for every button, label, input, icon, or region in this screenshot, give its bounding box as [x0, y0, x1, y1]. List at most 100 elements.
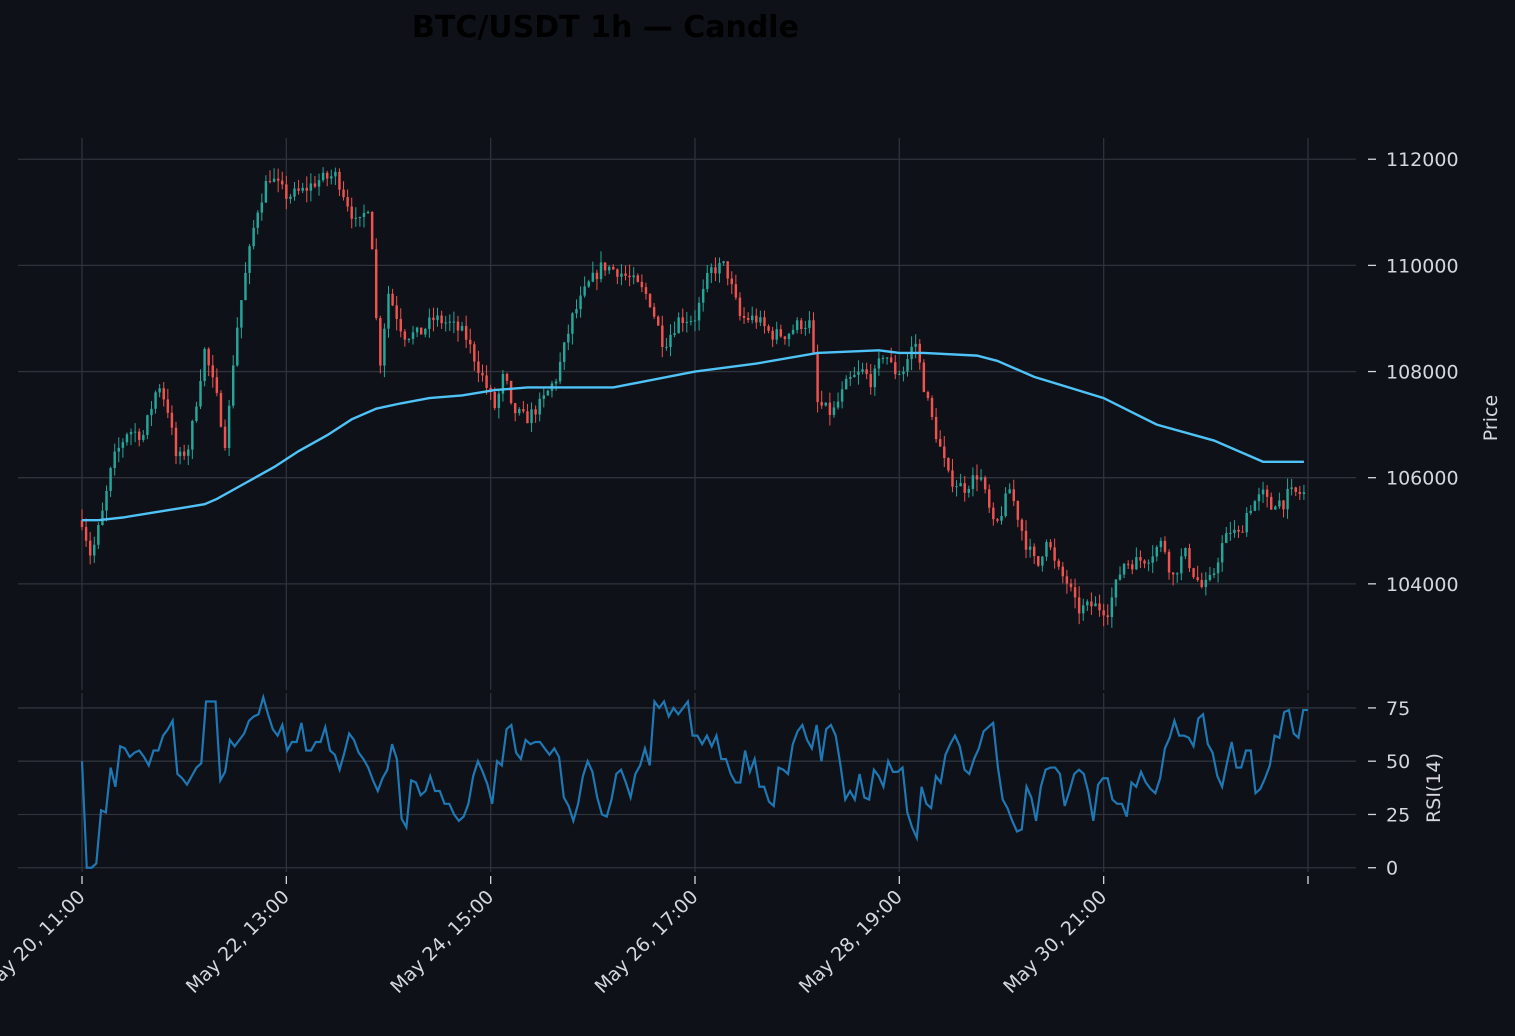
candle-body	[726, 261, 729, 279]
candle-body	[1110, 597, 1114, 618]
candle-body	[166, 399, 170, 413]
candle-body	[583, 286, 586, 296]
candle-body	[1249, 510, 1253, 513]
candle-body	[121, 442, 125, 448]
candle-body	[836, 401, 840, 408]
candle-body	[518, 409, 521, 414]
candle-body	[951, 470, 954, 487]
candle-body	[624, 273, 627, 276]
candle-body	[1212, 573, 1216, 575]
candle-body	[313, 183, 317, 187]
candle-body	[1257, 494, 1261, 502]
candle-body	[775, 329, 778, 340]
candle-body	[1094, 603, 1097, 607]
candle-body	[697, 302, 701, 321]
candle-body	[285, 184, 288, 199]
candle-body	[677, 317, 680, 334]
candle-body	[1045, 542, 1048, 557]
candle-body	[1196, 577, 1199, 581]
candle-body	[906, 359, 909, 372]
candle-body	[1294, 487, 1297, 492]
candle-body	[146, 415, 149, 435]
candle-body	[1086, 601, 1089, 606]
candle-body	[1069, 583, 1073, 588]
candle-body	[1139, 557, 1142, 561]
candle-body	[509, 380, 513, 404]
candle-body	[669, 334, 672, 347]
candle-body	[129, 431, 133, 435]
candle-body	[783, 336, 787, 340]
candle-body	[195, 406, 198, 421]
candle-body	[542, 395, 546, 399]
price-grid	[18, 138, 1356, 690]
candle-body	[1041, 556, 1044, 566]
candle-body	[105, 490, 108, 511]
candle-body	[849, 377, 852, 379]
candle-body	[652, 307, 656, 317]
x-tick-label: May 26, 17:00	[591, 886, 703, 998]
candle-body	[779, 329, 783, 337]
candle-body	[824, 402, 827, 406]
candle-body	[567, 333, 570, 343]
candle-body	[1024, 530, 1028, 550]
candle-body	[428, 317, 431, 329]
candle-body	[305, 187, 308, 191]
candle-body	[714, 267, 717, 274]
candle-body	[370, 211, 374, 250]
candle-body	[750, 315, 754, 321]
candle-body	[693, 320, 697, 322]
candle-body	[362, 213, 366, 217]
candle-body	[424, 328, 427, 335]
sma-line	[82, 349, 1304, 522]
candle-body	[366, 211, 370, 214]
candle-body	[207, 348, 210, 366]
candle-body	[1298, 491, 1302, 494]
rsi-tick-label: 0	[1386, 858, 1398, 880]
candle-body	[902, 371, 905, 375]
candle-body	[873, 368, 877, 388]
candle-body	[988, 489, 991, 508]
candle-body	[244, 272, 247, 301]
candle-body	[444, 322, 447, 324]
candle-body	[1151, 556, 1154, 563]
candle-body	[1106, 615, 1109, 618]
candle-body	[1118, 574, 1122, 580]
candle-body	[1102, 610, 1105, 616]
candle-body	[640, 281, 644, 288]
candle-body	[795, 320, 799, 330]
candle-body	[587, 281, 590, 287]
candle-body	[223, 426, 227, 449]
candle-body	[661, 325, 664, 348]
candle-body	[1286, 488, 1289, 510]
candle-body	[289, 196, 292, 199]
candle-body	[804, 327, 807, 329]
candle-body	[264, 181, 268, 203]
candle-body	[1241, 531, 1244, 533]
candle-body	[460, 325, 464, 331]
candle-body	[1090, 601, 1093, 607]
candle-body	[865, 369, 868, 375]
candle-body	[1061, 566, 1065, 577]
candle-body	[1077, 597, 1081, 614]
candle-body	[1220, 543, 1224, 563]
candle-body	[383, 328, 386, 366]
rsi-tick-label: 25	[1386, 804, 1410, 826]
candle-body	[746, 317, 750, 321]
candle-body	[137, 431, 141, 440]
candle-body	[236, 327, 239, 366]
candle-body	[522, 409, 525, 412]
candle-body	[1302, 492, 1306, 494]
candle-body	[812, 320, 815, 354]
candle-body	[1233, 529, 1236, 534]
candle-body	[1192, 568, 1195, 578]
candle-body	[947, 458, 950, 471]
candle-body	[93, 544, 96, 556]
candle-body	[1135, 557, 1138, 570]
candle-body	[632, 275, 635, 278]
candle-body	[1167, 551, 1171, 573]
candle-body	[211, 365, 214, 378]
candle-body	[411, 332, 415, 339]
candle-body	[399, 319, 402, 332]
candle-body	[448, 321, 452, 323]
